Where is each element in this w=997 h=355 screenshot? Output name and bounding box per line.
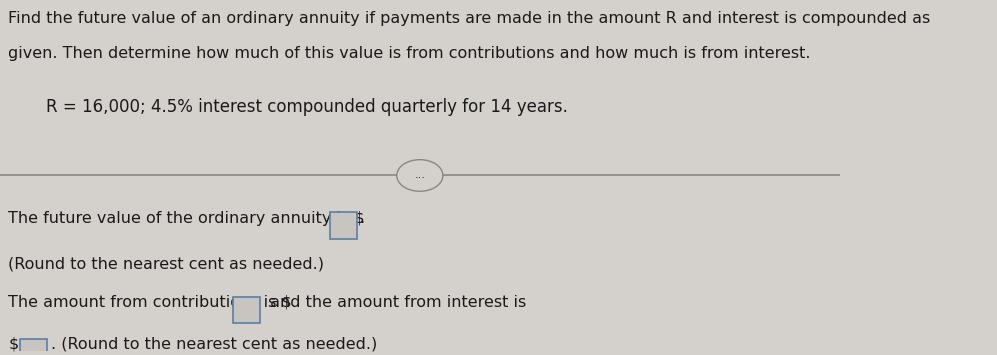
Text: $: $ (8, 337, 19, 352)
Text: The amount from contributions is $: The amount from contributions is $ (8, 295, 292, 310)
Text: Find the future value of an ordinary annuity if payments are made in the amount : Find the future value of an ordinary ann… (8, 11, 930, 26)
Text: R = 16,000; 4.5% interest compounded quarterly for 14 years.: R = 16,000; 4.5% interest compounded qua… (46, 98, 568, 116)
FancyBboxPatch shape (330, 212, 357, 239)
Text: . (Round to the nearest cent as needed.): . (Round to the nearest cent as needed.) (51, 337, 378, 352)
Ellipse shape (397, 160, 443, 191)
Text: (Round to the nearest cent as needed.): (Round to the nearest cent as needed.) (8, 256, 324, 271)
Text: and the amount from interest is: and the amount from interest is (264, 295, 525, 310)
FancyBboxPatch shape (20, 339, 47, 355)
Text: given. Then determine how much of this value is from contributions and how much : given. Then determine how much of this v… (8, 46, 811, 61)
Text: .: . (359, 211, 365, 225)
Text: The future value of the ordinary annuity is $: The future value of the ordinary annuity… (8, 211, 365, 225)
Text: ...: ... (415, 170, 426, 180)
FancyBboxPatch shape (233, 296, 260, 323)
